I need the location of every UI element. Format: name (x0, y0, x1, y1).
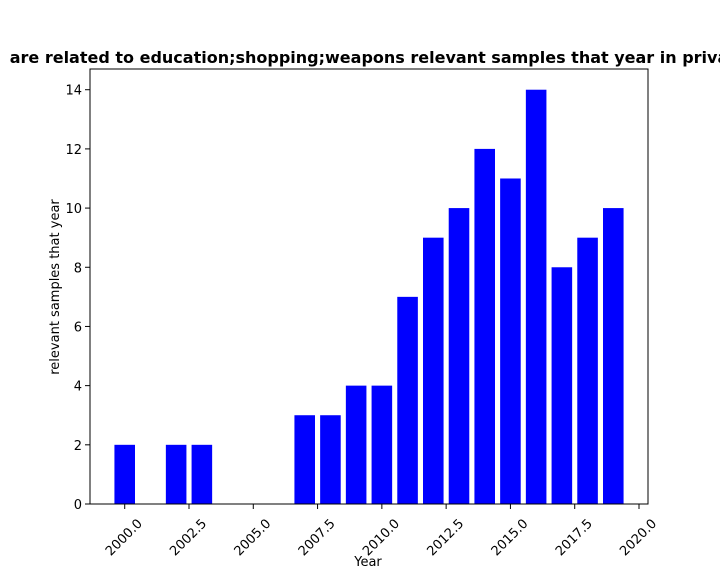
x-tick-label: 2007.5 (296, 516, 339, 559)
bar-2009 (345, 385, 367, 504)
bar-2015 (500, 178, 521, 504)
y-tick-label: 8 (74, 261, 82, 276)
bars-group (114, 89, 624, 505)
chart-title: are related to education;shopping;weapon… (10, 48, 720, 67)
bar-2012 (423, 237, 444, 504)
bar-2003 (191, 444, 213, 504)
bar-2013 (448, 208, 470, 504)
bar-2002 (165, 444, 187, 504)
x-tick-label: 2010.0 (360, 516, 403, 559)
x-axis: 2000.0 2002.5 2005.0 2007.5 2010.0 2012.5 2015… (103, 504, 660, 559)
y-tick-label: 0 (74, 498, 82, 513)
y-axis-label: relevant samples that year (48, 199, 63, 375)
bar-2016 (525, 89, 547, 504)
bar-2000 (114, 444, 135, 504)
plot-frame (89, 68, 649, 505)
x-tick-label: 2002.5 (167, 516, 210, 559)
bar-2011 (397, 296, 418, 504)
bar-2019 (603, 208, 624, 504)
x-tick-label: 2005.0 (232, 516, 275, 559)
bar-2014 (474, 148, 495, 505)
y-axis: 0 2 4 6 8 10 12 14 (65, 84, 90, 513)
bar-2008 (320, 415, 341, 504)
bar-2018 (577, 237, 598, 504)
x-tick-label: 2012.5 (424, 516, 467, 559)
bar-2007 (294, 415, 315, 504)
x-tick-label: 2000.0 (103, 516, 146, 559)
y-tick-label: 10 (65, 202, 82, 217)
bar-2017 (551, 267, 573, 504)
y-tick-label: 6 (74, 320, 82, 335)
bar-2010 (371, 385, 393, 504)
y-tick-label: 12 (65, 143, 82, 158)
y-tick-label: 4 (74, 380, 82, 395)
x-axis-label: Year (353, 555, 382, 570)
x-tick-label: 2020.0 (617, 516, 660, 559)
y-tick-label: 14 (65, 84, 82, 99)
y-tick-label: 2 (74, 439, 82, 454)
x-tick-label: 2015.0 (489, 516, 532, 559)
x-tick-label: 2017.5 (553, 516, 596, 559)
